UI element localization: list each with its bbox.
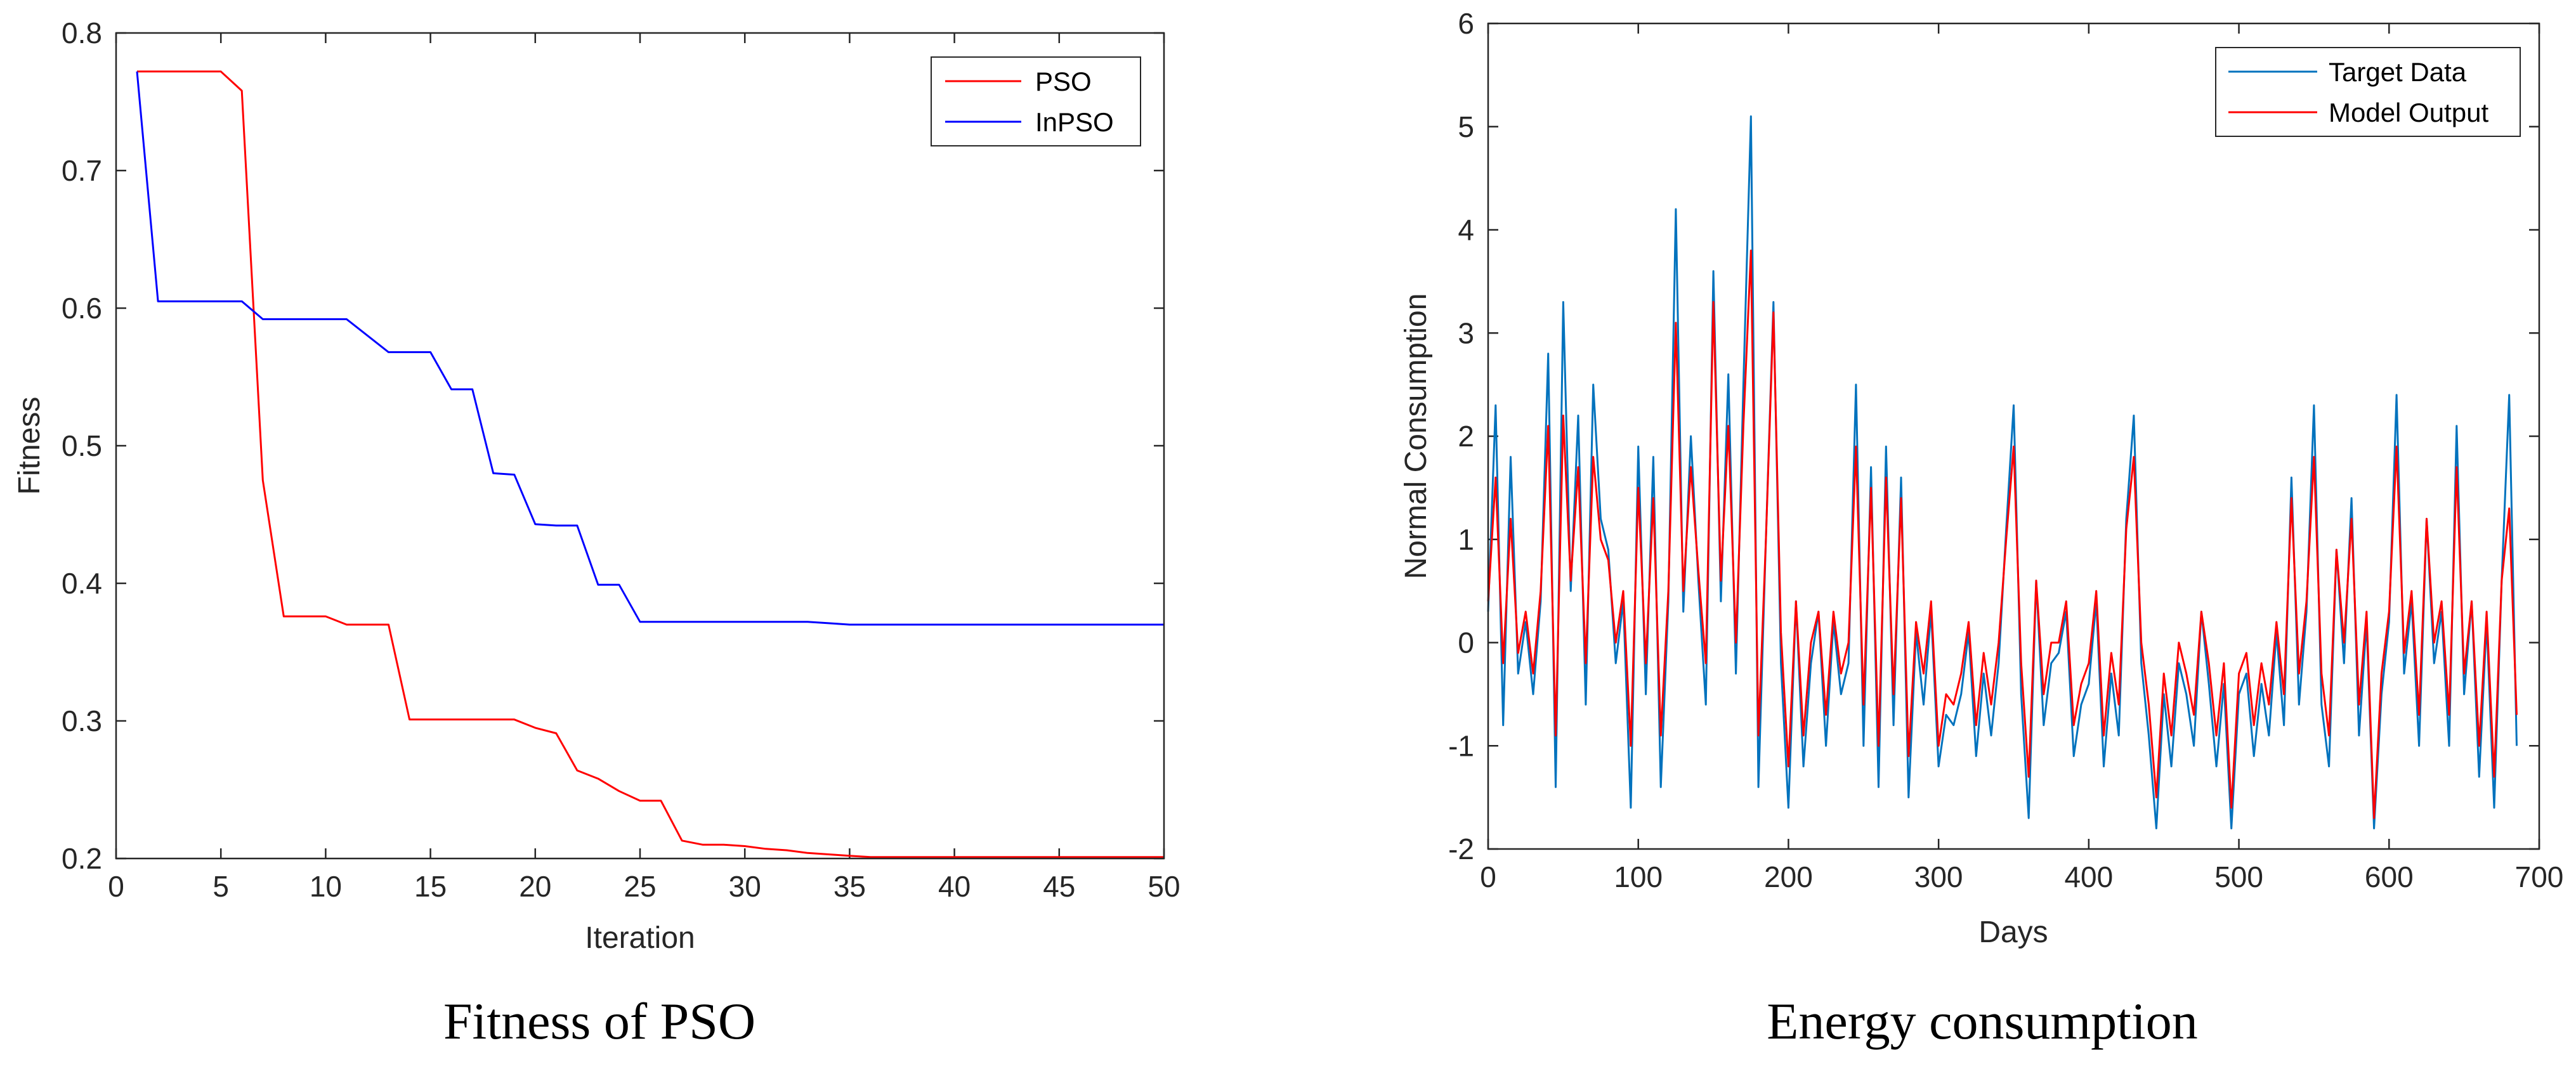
legend-box xyxy=(2215,47,2521,137)
legend-box xyxy=(931,56,1141,146)
x-tick-label: 40 xyxy=(938,870,971,903)
x-tick-label: 300 xyxy=(1914,860,1963,893)
legend-label-target-data: Target Data xyxy=(2329,57,2467,87)
x-tick-label: 35 xyxy=(834,870,866,903)
caption-fitness-of-pso: Fitness of PSO xyxy=(443,992,755,1050)
x-tick-label: 400 xyxy=(2064,860,2113,893)
legend: PSO InPSO xyxy=(931,56,1141,146)
x-tick-label: 0 xyxy=(108,870,124,903)
x-tick-label: 10 xyxy=(310,870,342,903)
x-tick-label: 0 xyxy=(1480,860,1496,893)
x-tick-label: 100 xyxy=(1614,860,1663,893)
y-tick-label: 0.6 xyxy=(62,292,102,325)
y-tick-label: -2 xyxy=(1448,833,1474,865)
x-tick-label: 30 xyxy=(729,870,761,903)
x-tick-label: 20 xyxy=(519,870,551,903)
y-axis-label: Fitness xyxy=(13,397,46,495)
plot-area xyxy=(116,33,1164,858)
y-tick-label: 3 xyxy=(1458,316,1474,349)
x-tick-label: 500 xyxy=(2214,860,2263,893)
y-tick-label: 0.2 xyxy=(62,842,102,875)
y-tick-label: 0.4 xyxy=(62,567,102,600)
axes-box xyxy=(115,32,1165,860)
y-tick-label: 4 xyxy=(1458,214,1474,247)
x-axis-label: Iteration xyxy=(585,921,695,955)
legend: Target Data Model Output xyxy=(2215,47,2521,137)
y-tick-label: 5 xyxy=(1458,110,1474,143)
y-tick-label: 1 xyxy=(1458,523,1474,556)
axes-box xyxy=(1487,22,2540,850)
x-tick-label: 700 xyxy=(2515,860,2564,893)
x-tick-label: 600 xyxy=(2365,860,2414,893)
x-tick-label: 5 xyxy=(212,870,229,903)
x-tick-label: 50 xyxy=(1147,870,1180,903)
x-tick-label: 25 xyxy=(624,870,656,903)
y-tick-label: -1 xyxy=(1448,729,1474,762)
x-tick-label: 200 xyxy=(1764,860,1813,893)
legend-label-inpso: InPSO xyxy=(1035,107,1114,137)
x-tick-label: 15 xyxy=(414,870,447,903)
series-line-model-output xyxy=(1487,249,2518,819)
y-tick-label: 2 xyxy=(1458,420,1474,453)
x-axis-label: Days xyxy=(1978,916,2048,949)
caption-energy-consumption: Energy consumption xyxy=(1767,992,2197,1050)
y-tick-label: 0 xyxy=(1458,626,1474,659)
y-tick-label: 0.8 xyxy=(62,16,102,49)
chart-fitness-of-pso: 0 5 10 15 20 25 30 35 40 45 50 0.2 0.3 0.4 0.5 0.6 0.7 0.… xyxy=(13,16,1180,1050)
y-tick-label: 0.5 xyxy=(62,429,102,462)
legend-label-pso: PSO xyxy=(1035,67,1092,96)
y-tick-label: 6 xyxy=(1458,7,1474,40)
legend-label-model-output: Model Output xyxy=(2329,98,2488,127)
series-line-inpso xyxy=(136,71,1164,626)
y-tick-label: 0.3 xyxy=(62,704,102,737)
y-tick-label: 0.7 xyxy=(62,154,102,187)
y-axis-label: Normal Consumption xyxy=(1399,294,1433,580)
series-line-pso xyxy=(137,70,1164,858)
chart-energy-consumption: 0 100 200 300 400 500 600 700 -2 -1 0 1 2 3 4 5 6 Days N… xyxy=(1399,7,2563,1050)
x-tick-label: 45 xyxy=(1043,870,1075,903)
